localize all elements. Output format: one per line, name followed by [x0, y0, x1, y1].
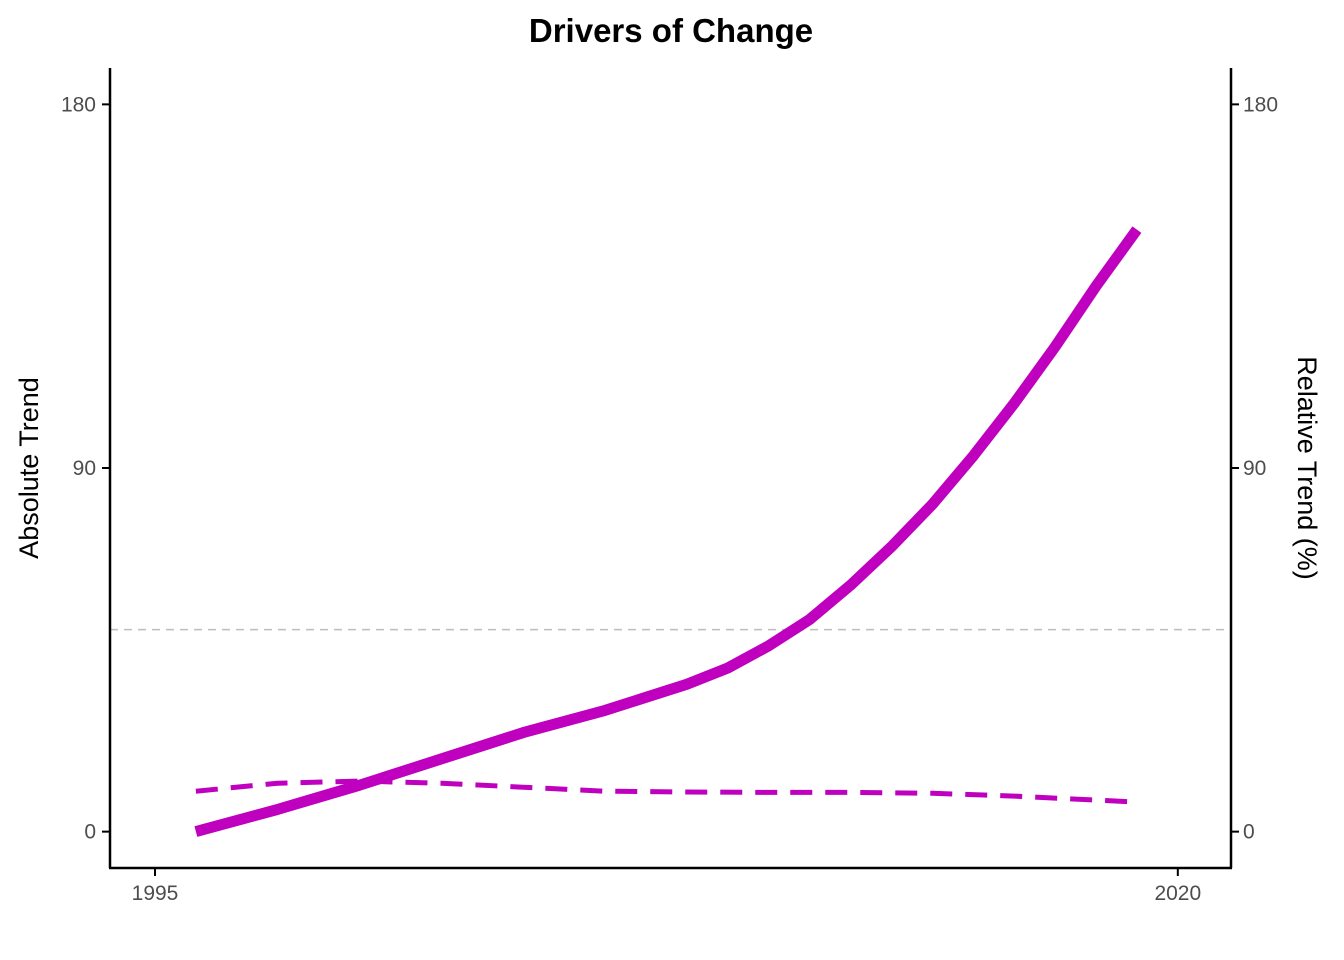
y-tick-label-left: 90 [73, 457, 96, 480]
ticks-layer: 0 90 180 0 90 180 1995 2020 [61, 93, 1278, 905]
y-tick-label-left: 180 [61, 93, 96, 116]
y-axis-title-right: Relative Trend (%) [1292, 356, 1322, 580]
x-tick-label: 1995 [132, 882, 179, 905]
y-tick-label-right: 0 [1243, 821, 1255, 844]
y-tick-label-left: 0 [84, 821, 96, 844]
x-tick-label: 2020 [1154, 882, 1201, 905]
y-axis-title-left: Absolute Trend [14, 377, 44, 559]
series-line-relative [195, 778, 1138, 805]
series-layer [194, 226, 1142, 837]
series-line-absolute [194, 226, 1142, 837]
y-tick-label-right: 90 [1243, 457, 1266, 480]
chart-title: Drivers of Change [529, 12, 813, 49]
y-tick-label-right: 180 [1243, 93, 1278, 116]
